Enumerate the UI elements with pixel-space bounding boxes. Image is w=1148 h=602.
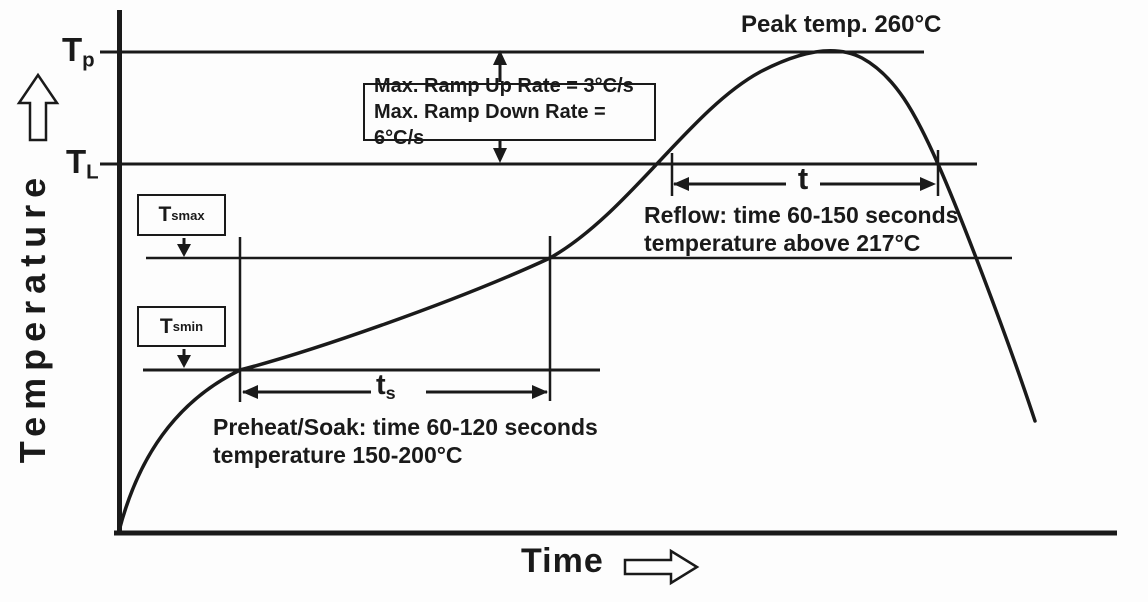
temperature-axis-up-arrow-icon <box>16 72 60 142</box>
preheat-annotation: Preheat/Soak: time 60-120 seconds temper… <box>213 413 598 469</box>
peak-temp-annotation: Peak temp. 260°C <box>741 11 942 38</box>
ramp-up-arrowhead-icon <box>493 50 507 65</box>
ramp-rate-callout-box: Max. Ramp Up Rate = 3°C/s Max. Ramp Down… <box>363 75 656 149</box>
tsmax-label-sub: smax <box>171 207 205 223</box>
reflow-annotation-line2: temperature above 217°C <box>644 230 921 256</box>
temperature-profile-curve <box>117 48 1037 533</box>
soak-time-label-sub: s <box>385 383 396 404</box>
tp-label-sub: p <box>82 48 95 72</box>
tl-label-sub: L <box>86 160 99 184</box>
reflow-annotation-line1: Reflow: time 60-150 seconds <box>644 202 959 228</box>
preheat-annotation-line2: temperature 150-200°C <box>213 442 463 468</box>
tsmin-label-sub: smin <box>172 319 204 334</box>
tp-label-main: T <box>62 31 83 68</box>
reflow-interval-left-arrowhead-icon <box>673 177 689 191</box>
reflow-interval-right-arrowhead-icon <box>920 177 936 191</box>
soak-interval-right-arrowhead-icon <box>532 385 548 399</box>
tl-label-main: T <box>66 143 87 180</box>
ramp-up-rate-text: Max. Ramp Up Rate = 3°C/s <box>374 75 634 97</box>
tsmax-label-main: T <box>158 203 172 226</box>
soak-time-interval-label: ts <box>376 370 396 403</box>
y-axis-title: Temperature <box>12 170 54 464</box>
reflow-time-interval-label: t <box>797 161 809 196</box>
ramp-down-rate-text: Max. Ramp Down Rate = 6°C/s <box>374 101 606 149</box>
tsmin-pointer-arrowhead-icon <box>177 355 191 368</box>
tp-label: Tp <box>62 31 95 72</box>
ramp-down-arrowhead-icon <box>493 148 507 163</box>
tsmax-pointer-arrowhead-icon <box>177 244 191 257</box>
time-axis-right-arrow-icon <box>623 548 700 586</box>
soak-interval-left-arrowhead-icon <box>242 385 258 399</box>
tl-label: TL <box>66 143 99 184</box>
reflow-annotation: Reflow: time 60-150 seconds temperature … <box>644 201 958 257</box>
tsmin-label-main: T <box>159 314 173 338</box>
x-axis-title: Time <box>521 542 604 580</box>
preheat-annotation-line1: Preheat/Soak: time 60-120 seconds <box>213 414 598 440</box>
soak-time-label-main: t <box>376 369 386 401</box>
